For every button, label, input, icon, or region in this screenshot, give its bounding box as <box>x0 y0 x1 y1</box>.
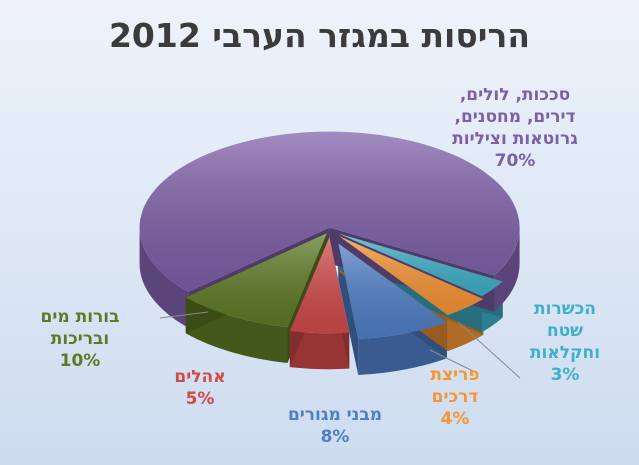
chart-title: הריסות במגזר הערבי 2012 <box>108 16 531 55</box>
slice-label-name: הכשרות <box>534 299 596 319</box>
pie-slice-sheen <box>338 243 447 339</box>
pie-slice-side <box>494 227 520 312</box>
slice-label-name: פריצת <box>430 365 480 385</box>
pie-slice-side <box>139 227 189 328</box>
slice-label-value: 5% <box>185 389 215 409</box>
slice-label-value: 8% <box>320 427 350 447</box>
slice-label-name: אהלים <box>174 367 226 387</box>
slice-label: הכשרות שטח וחקלאות 3% <box>515 298 615 386</box>
slice-label-name: דירים, מחסנים, <box>454 107 576 127</box>
slice-label-value: 4% <box>440 409 470 429</box>
slice-label-name: וחקלאות <box>529 343 601 363</box>
leader-line <box>429 349 476 373</box>
pie-slice-sheen <box>339 236 484 316</box>
slice-label: סככות, לולים, דירים, מחסנים, גרוטאות וצילי… <box>415 84 615 172</box>
pie-slice-side <box>289 331 350 370</box>
slice-label-value: 70% <box>494 151 536 171</box>
slice-label: מבני מגורים 8% <box>250 404 420 448</box>
pie-leaders <box>159 311 521 379</box>
slice-label-name: מבני מגורים <box>287 405 383 425</box>
slice-label: אהלים 5% <box>155 366 245 410</box>
slice-label-name: דרכים <box>431 387 479 407</box>
pie-slice-sheen <box>139 131 520 292</box>
slice-label-name: ובריכות <box>50 329 110 349</box>
slice-label-name: שטח <box>546 321 584 341</box>
pie-tops <box>139 131 520 339</box>
slice-label-name: בורות מים <box>40 307 120 327</box>
slice-label-name: סככות, לולים, <box>459 85 571 105</box>
slice-label-name: גרוטאות וציליות <box>452 129 578 149</box>
leader-line <box>457 321 521 379</box>
slice-label-value: 10% <box>59 351 101 371</box>
pie-slice-sheen <box>289 237 350 334</box>
slice-label: פריצת דרכים 4% <box>410 364 500 430</box>
pie-slice-sheen <box>185 233 327 328</box>
slice-label-value: 3% <box>550 365 580 385</box>
slice-label: בורות מים ובריכות 10% <box>15 306 145 372</box>
pie-slice-sheen <box>338 233 503 297</box>
leader-line <box>159 311 209 319</box>
